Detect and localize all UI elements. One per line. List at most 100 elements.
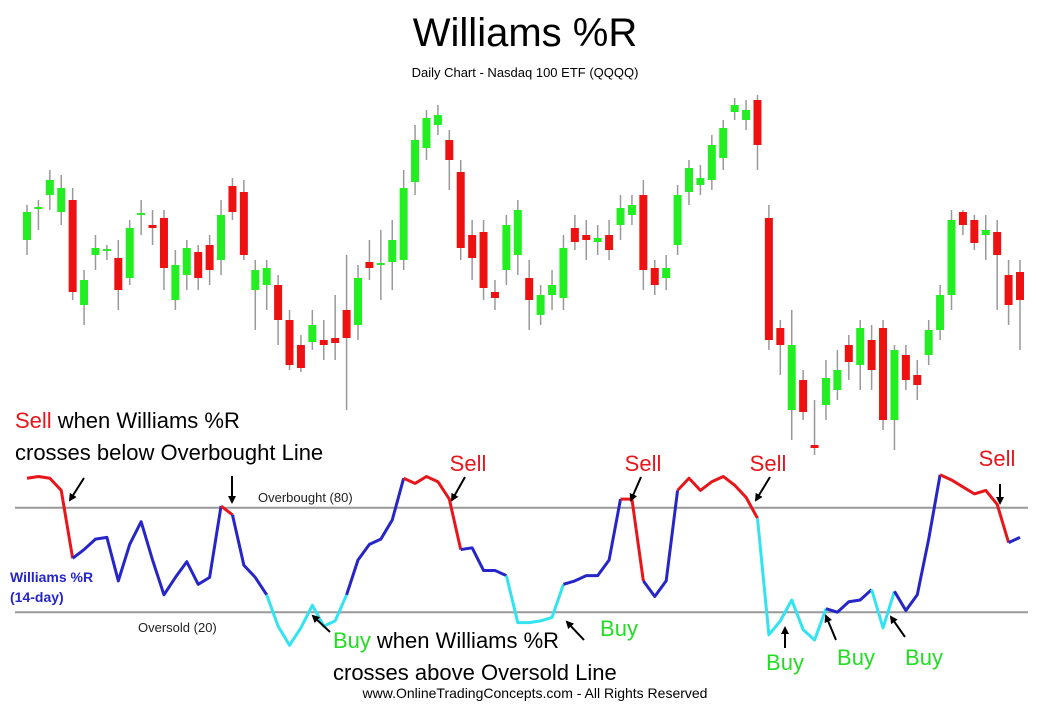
candle-body xyxy=(730,105,739,112)
candle-body xyxy=(833,370,842,390)
candle-body xyxy=(274,285,283,320)
williams-segment xyxy=(825,588,873,614)
chart-subtitle: Daily Chart - Nasdaq 100 ETF (QQQQ) xyxy=(412,65,639,80)
annotation-text: when Williams %R xyxy=(376,628,559,653)
williams-segment xyxy=(642,490,680,599)
candle-body xyxy=(513,210,522,255)
candle-body xyxy=(194,252,203,278)
buy-label: Buy xyxy=(837,645,875,670)
candle-body xyxy=(924,330,933,355)
candle-body xyxy=(251,270,260,290)
williams-segment xyxy=(265,594,348,647)
williams-segment xyxy=(345,477,406,596)
candle-body xyxy=(388,240,397,262)
candle-body xyxy=(764,218,773,340)
candle-body xyxy=(913,375,922,385)
candle-body xyxy=(958,212,967,225)
candle-body xyxy=(536,295,545,315)
candle-body xyxy=(262,268,271,285)
candle-body xyxy=(137,213,146,215)
candle-body xyxy=(947,220,956,295)
candle-body xyxy=(34,207,43,209)
candle-body xyxy=(559,248,568,298)
candle-body xyxy=(901,355,910,380)
candle-body xyxy=(217,215,226,260)
candle-body xyxy=(525,278,534,300)
williams-segment xyxy=(460,546,508,578)
candle-body xyxy=(627,205,636,215)
candle-body xyxy=(890,350,899,420)
candle-body xyxy=(502,225,511,270)
candle-body xyxy=(490,292,499,298)
candle-body xyxy=(981,230,990,235)
sell-label: Sell xyxy=(450,451,487,476)
williams-segment xyxy=(676,474,759,519)
candle-body xyxy=(148,225,157,228)
candle-body xyxy=(993,232,1002,255)
annotation-keyword: Sell xyxy=(15,408,52,433)
candle-body xyxy=(468,235,477,258)
candle-body xyxy=(696,178,705,185)
arrow xyxy=(311,614,331,633)
candle-body xyxy=(650,268,659,285)
candle-body xyxy=(844,345,853,362)
williams-segment xyxy=(504,575,565,625)
buy-label: Buy xyxy=(905,645,943,670)
williams-segment xyxy=(403,474,463,550)
arrow xyxy=(754,476,771,502)
arrows xyxy=(68,476,1004,648)
candle-body xyxy=(936,295,945,330)
candle-body xyxy=(331,338,340,343)
sell-label: Sell xyxy=(979,446,1016,471)
level-label: Oversold (20) xyxy=(138,620,217,635)
candle-body xyxy=(799,380,808,412)
williams-segment xyxy=(1007,536,1021,544)
williams-segment xyxy=(220,504,234,516)
candle-body xyxy=(376,263,385,265)
candle-body xyxy=(548,285,557,295)
candles xyxy=(23,95,1024,455)
candle-body xyxy=(171,265,180,300)
williams-segment xyxy=(71,505,223,597)
candle-body xyxy=(605,235,614,250)
candle-body xyxy=(970,220,979,243)
levels xyxy=(15,506,1028,614)
candle-body xyxy=(80,280,89,305)
candle-body xyxy=(1016,272,1024,300)
candle-body xyxy=(91,248,100,255)
candle-body xyxy=(57,188,66,212)
candle-body xyxy=(45,180,54,195)
arrow xyxy=(68,477,85,502)
candle-body xyxy=(479,232,488,288)
candle-body xyxy=(456,172,465,248)
arrow xyxy=(824,614,837,641)
williams-segment xyxy=(230,514,268,596)
candle-body xyxy=(879,328,888,420)
buy-label: Buy xyxy=(766,650,804,675)
candle-body xyxy=(411,140,420,182)
sell-label: Sell xyxy=(750,451,787,476)
arrow xyxy=(565,620,585,641)
williams-segment xyxy=(26,474,75,559)
chart-title: Williams %R xyxy=(413,11,637,55)
candle-body xyxy=(319,340,328,345)
candle-body xyxy=(707,145,716,180)
annotation: Sell when Williams %R xyxy=(15,408,240,433)
candle-body xyxy=(1004,275,1013,305)
williams-segment xyxy=(755,518,828,642)
annotation-text: when Williams %R xyxy=(57,408,240,433)
candle-body xyxy=(23,212,31,240)
williams-segment xyxy=(620,497,645,582)
candle-body xyxy=(68,200,77,292)
candle-body xyxy=(399,188,408,260)
candle-body xyxy=(422,118,431,148)
buy-label: Buy xyxy=(600,616,638,641)
candle-body xyxy=(662,268,671,278)
annotation: crosses above Oversold Line xyxy=(333,660,617,685)
candle-body xyxy=(673,195,682,245)
candle-body xyxy=(867,340,876,370)
candle-body xyxy=(753,100,762,145)
candle-body xyxy=(159,218,168,268)
candle-body xyxy=(570,228,579,242)
